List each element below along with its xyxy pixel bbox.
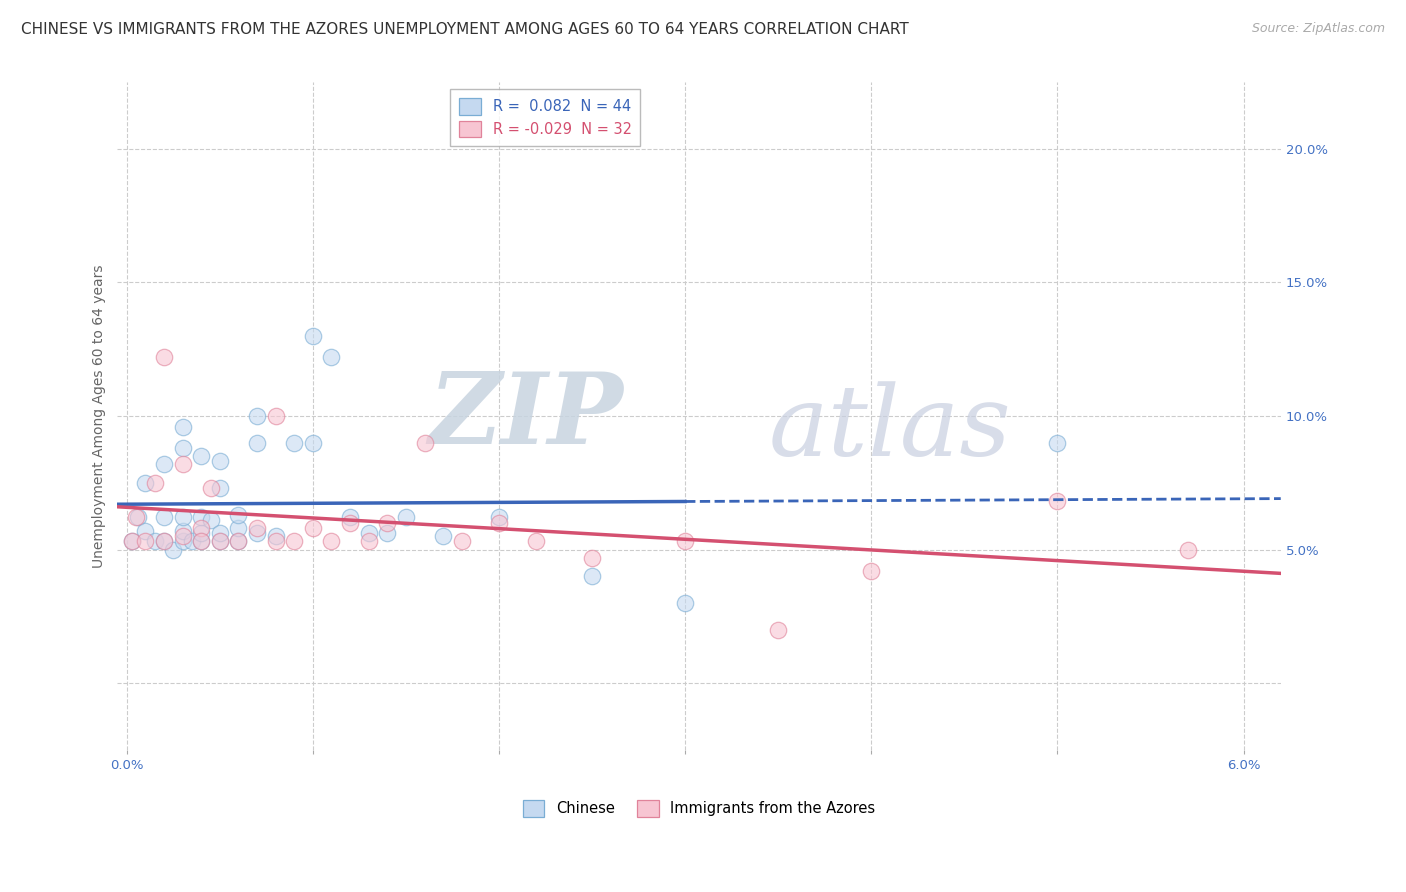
Point (172, 441, 194, 455)
Point (488, 516, 510, 530)
Point (339, 516, 361, 530)
Point (673, 596, 696, 610)
Point (413, 435, 436, 450)
Point (208, 534, 231, 549)
Point (172, 457, 194, 471)
Point (302, 435, 325, 450)
Point (153, 457, 176, 471)
Point (581, 569, 603, 583)
Point (673, 534, 696, 549)
Point (134, 524, 156, 538)
Point (153, 510, 176, 524)
Point (246, 521, 269, 535)
Text: atlas: atlas (769, 382, 1012, 477)
Point (375, 526, 398, 541)
Point (153, 534, 176, 549)
Point (190, 534, 212, 549)
Point (134, 534, 156, 549)
Point (581, 550, 603, 565)
Point (375, 516, 398, 530)
Point (162, 542, 184, 557)
Point (357, 534, 380, 549)
Text: CHINESE VS IMMIGRANTS FROM THE AZORES UNEMPLOYMENT AMONG AGES 60 TO 64 YEARS COR: CHINESE VS IMMIGRANTS FROM THE AZORES UN… (21, 22, 908, 37)
Point (246, 526, 269, 541)
Point (190, 449, 212, 463)
Text: ZIP: ZIP (429, 368, 623, 464)
Point (208, 526, 231, 541)
Point (172, 529, 194, 543)
Point (1046, 494, 1069, 508)
Point (246, 435, 269, 450)
Point (172, 534, 194, 549)
Point (208, 454, 231, 468)
Point (321, 534, 343, 549)
Point (208, 534, 231, 549)
Point (766, 623, 789, 637)
Point (860, 564, 883, 578)
Point (153, 350, 176, 364)
Point (339, 510, 361, 524)
Point (134, 475, 156, 490)
Point (1046, 435, 1069, 450)
Point (264, 529, 287, 543)
Point (488, 510, 510, 524)
Point (1177, 542, 1199, 557)
Point (200, 481, 222, 495)
Point (125, 510, 148, 524)
Point (357, 526, 380, 541)
Text: Source: ZipAtlas.com: Source: ZipAtlas.com (1251, 22, 1385, 36)
Y-axis label: Unemployment Among Ages 60 to 64 years: Unemployment Among Ages 60 to 64 years (93, 264, 107, 567)
Point (450, 534, 472, 549)
Point (228, 534, 250, 549)
Point (190, 526, 212, 541)
Point (228, 508, 250, 522)
Point (264, 409, 287, 423)
Point (302, 328, 325, 343)
Point (190, 510, 212, 524)
Point (121, 534, 143, 549)
Point (143, 534, 166, 549)
Point (283, 435, 305, 450)
Point (127, 510, 149, 524)
Point (172, 510, 194, 524)
Point (432, 529, 454, 543)
Point (190, 521, 212, 535)
Point (180, 534, 202, 549)
Point (283, 534, 305, 549)
Point (153, 534, 176, 549)
Point (172, 524, 194, 538)
Point (228, 521, 250, 535)
Point (264, 534, 287, 549)
Point (228, 534, 250, 549)
Point (172, 419, 194, 434)
Point (200, 513, 222, 527)
Point (524, 534, 547, 549)
Point (121, 534, 143, 549)
Point (143, 475, 166, 490)
Point (190, 534, 212, 549)
Legend: Chinese, Immigrants from the Azores: Chinese, Immigrants from the Azores (517, 794, 882, 822)
Point (246, 409, 269, 423)
Point (321, 350, 343, 364)
Point (395, 510, 418, 524)
Point (208, 481, 231, 495)
Point (302, 521, 325, 535)
